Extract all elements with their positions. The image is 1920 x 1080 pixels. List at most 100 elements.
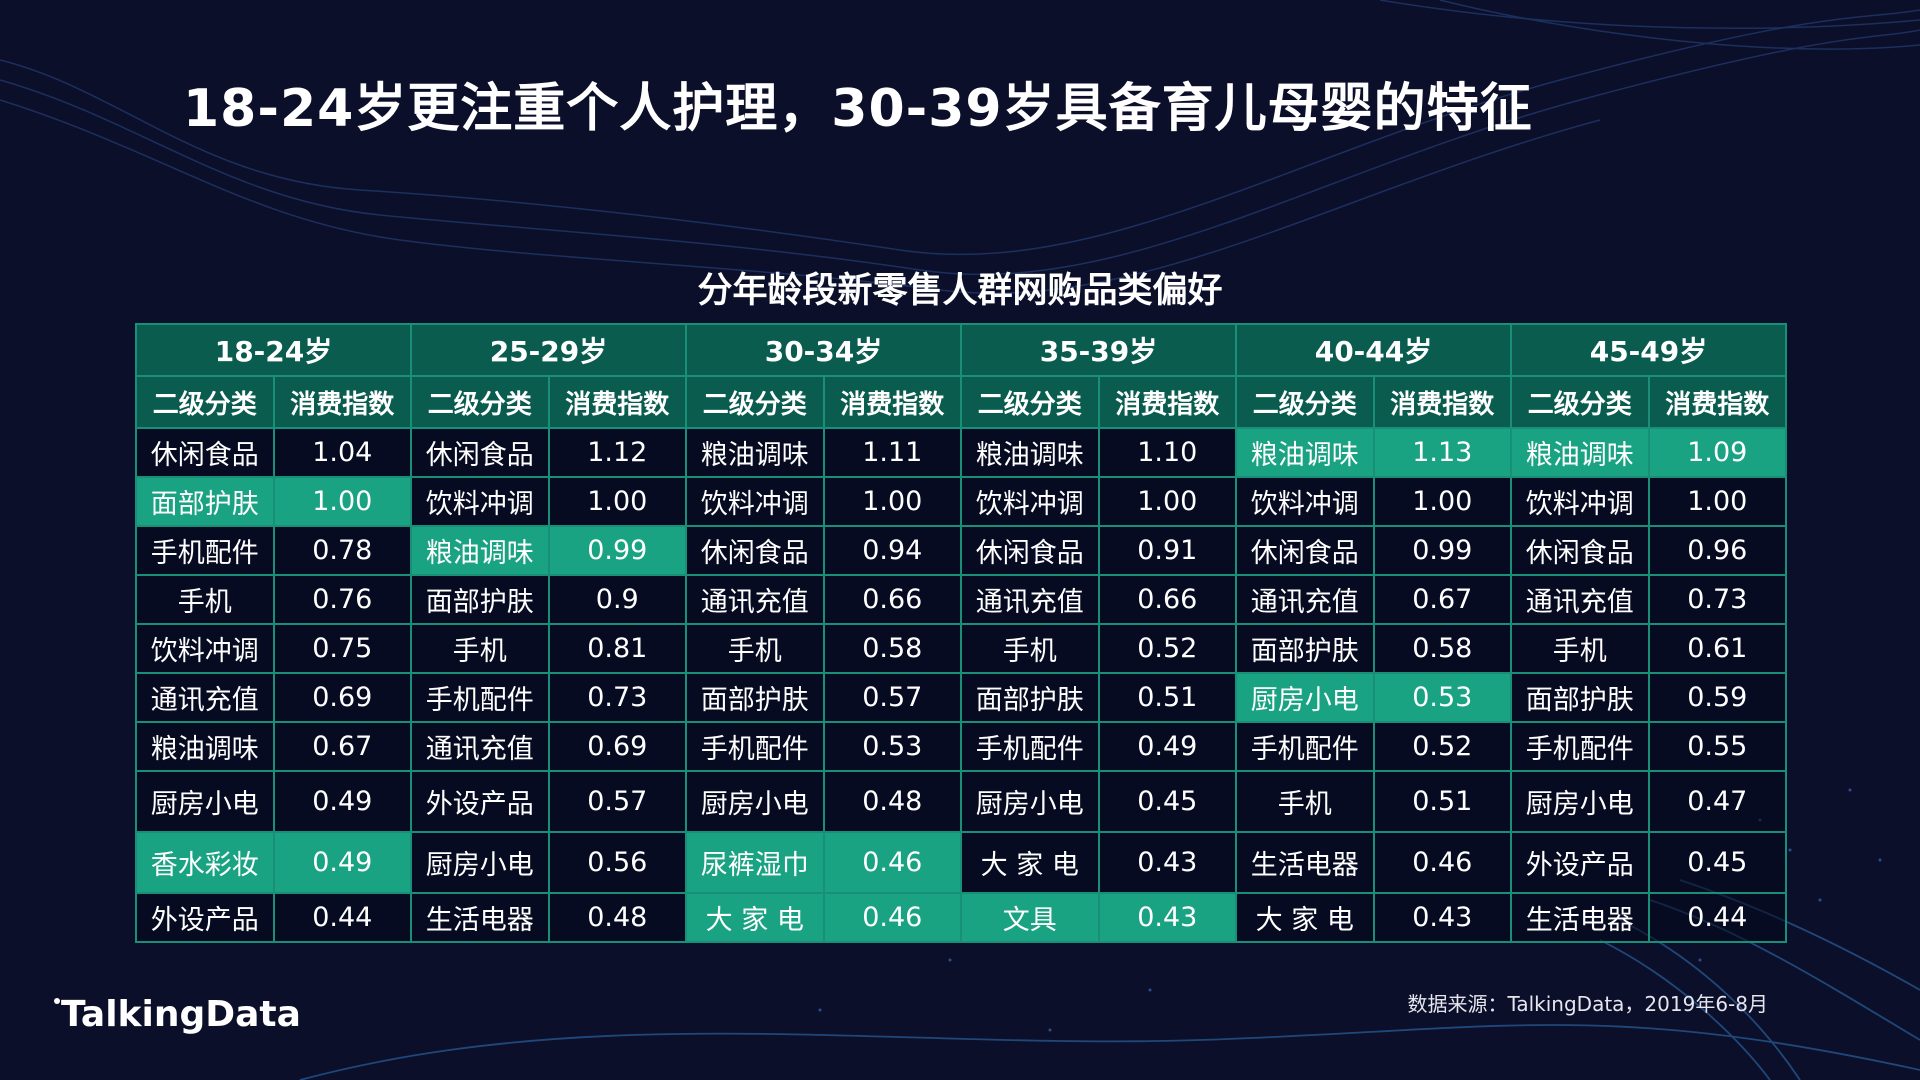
category-cell: 面部护肤 (1235, 623, 1375, 674)
index-value-cell: 0.51 (1097, 672, 1237, 723)
age-group-header: 25-29岁 (410, 323, 687, 377)
sub-header-index: 消费指数 (547, 375, 687, 429)
category-cell: 饮料冲调 (135, 623, 275, 674)
index-value-cell: 0.53 (822, 721, 962, 772)
index-value-cell: 1.12 (547, 427, 687, 478)
index-value-cell: 0.43 (1372, 892, 1512, 943)
index-value-cell: 0.81 (547, 623, 687, 674)
category-cell: 手机配件 (685, 721, 825, 772)
index-value-cell: 0.9 (547, 574, 687, 625)
index-value-cell: 1.00 (1372, 476, 1512, 527)
index-value-cell: 0.45 (1647, 831, 1787, 894)
index-value-cell: 0.53 (1372, 672, 1512, 723)
table-row: 粮油调味 0.67 通讯充值 0.69 手机配件 0.53 手机配件 0.49 手机配件 0.52… (135, 721, 1787, 772)
table-row: 面部护肤 1.00 饮料冲调 1.00 饮料冲调 1.00 饮料冲调 1.00 饮料冲调 1.00… (135, 476, 1787, 527)
category-cell: 休闲食品 (410, 427, 550, 478)
index-value-cell: 0.52 (1372, 721, 1512, 772)
category-cell: 粮油调味 (685, 427, 825, 478)
category-cell: 饮料冲调 (960, 476, 1100, 527)
category-cell: 手机 (1235, 770, 1375, 833)
index-value-cell: 0.99 (547, 525, 687, 576)
category-cell: 手机 (135, 574, 275, 625)
index-value-cell: 0.44 (272, 892, 412, 943)
age-group-header: 30-34岁 (685, 323, 962, 377)
index-value-cell: 0.67 (272, 721, 412, 772)
category-cell: 面部护肤 (410, 574, 550, 625)
category-cell: 饮料冲调 (685, 476, 825, 527)
index-value-cell: 1.09 (1647, 427, 1787, 478)
category-cell: 通讯充值 (410, 721, 550, 772)
index-value-cell: 0.46 (1372, 831, 1512, 894)
sub-header-category: 二级分类 (685, 375, 825, 429)
category-cell: 生活电器 (410, 892, 550, 943)
table-row: 休闲食品 1.04 休闲食品 1.12 粮油调味 1.11 粮油调味 1.10 粮油调味 1.13… (135, 427, 1787, 478)
index-value-cell: 0.66 (822, 574, 962, 625)
category-cell: 香水彩妆 (135, 831, 275, 894)
category-cell: 厨房小电 (685, 770, 825, 833)
category-cell: 粮油调味 (1235, 427, 1375, 478)
index-value-cell: 0.55 (1647, 721, 1787, 772)
sub-header-category: 二级分类 (1510, 375, 1650, 429)
category-cell: 手机配件 (1235, 721, 1375, 772)
sub-header-index: 消费指数 (822, 375, 962, 429)
table-title: 分年龄段新零售人群网购品类偏好 (697, 271, 1223, 311)
category-cell: 面部护肤 (1510, 672, 1650, 723)
category-cell: 通讯充值 (1235, 574, 1375, 625)
table-row: 外设产品 0.44 生活电器 0.48 大 家 电 0.46 文具 0.43 大 家 电 0.43… (135, 892, 1787, 943)
index-value-cell: 0.43 (1097, 831, 1237, 894)
age-group-header-row: 18-24岁 25-29岁 30-34岁 35-39岁 40-44岁 45-49岁 (135, 323, 1787, 377)
index-value-cell: 0.75 (272, 623, 412, 674)
category-cell: 手机配件 (960, 721, 1100, 772)
index-value-cell: 1.04 (272, 427, 412, 478)
category-cell: 饮料冲调 (1235, 476, 1375, 527)
category-cell: 面部护肤 (960, 672, 1100, 723)
data-source-note: 数据来源：TalkingData，2019年6-8月 (1407, 992, 1768, 1016)
index-value-cell: 0.91 (1097, 525, 1237, 576)
sub-header-row: 二级分类 消费指数 二级分类 消费指数 二级分类 消费指数 二级分类 消费指数 二级分类 消费指数… (135, 375, 1787, 429)
index-value-cell: 1.00 (1647, 476, 1787, 527)
index-value-cell: 0.57 (547, 770, 687, 833)
sub-header-index: 消费指数 (272, 375, 412, 429)
age-group-header: 40-44岁 (1235, 323, 1512, 377)
category-cell: 休闲食品 (960, 525, 1100, 576)
table-body: 休闲食品 1.04 休闲食品 1.12 粮油调味 1.11 粮油调味 1.10 粮油调味 1.13… (135, 427, 1787, 943)
category-cell: 厨房小电 (1235, 672, 1375, 723)
index-value-cell: 0.44 (1647, 892, 1787, 943)
age-group-header: 35-39岁 (960, 323, 1237, 377)
category-cell: 生活电器 (1510, 892, 1650, 943)
brand-logo: TalkingData (54, 994, 301, 1035)
index-value-cell: 0.66 (1097, 574, 1237, 625)
category-cell: 手机配件 (410, 672, 550, 723)
table-row: 手机 0.76 面部护肤 0.9 通讯充值 0.66 通讯充值 0.66 通讯充值 0.67 通讯充… (135, 574, 1787, 625)
category-cell: 外设产品 (135, 892, 275, 943)
sub-header-category: 二级分类 (410, 375, 550, 429)
age-group-header: 45-49岁 (1510, 323, 1787, 377)
index-value-cell: 0.73 (547, 672, 687, 723)
index-value-cell: 0.73 (1647, 574, 1787, 625)
category-cell: 休闲食品 (135, 427, 275, 478)
index-value-cell: 0.99 (1372, 525, 1512, 576)
index-value-cell: 0.45 (1097, 770, 1237, 833)
index-value-cell: 0.48 (547, 892, 687, 943)
index-value-cell: 1.10 (1097, 427, 1237, 478)
sub-header-category: 二级分类 (960, 375, 1100, 429)
index-value-cell: 0.47 (1647, 770, 1787, 833)
index-value-cell: 0.69 (547, 721, 687, 772)
index-value-cell: 0.58 (1372, 623, 1512, 674)
category-cell: 休闲食品 (1510, 525, 1650, 576)
index-value-cell: 0.52 (1097, 623, 1237, 674)
index-value-cell: 0.49 (1097, 721, 1237, 772)
category-cell: 通讯充值 (960, 574, 1100, 625)
category-cell: 饮料冲调 (410, 476, 550, 527)
category-cell: 尿裤湿巾 (685, 831, 825, 894)
index-value-cell: 1.13 (1372, 427, 1512, 478)
table-row: 香水彩妆 0.49 厨房小电 0.56 尿裤湿巾 0.46 大 家 电 0.43 生活电器 0.4… (135, 831, 1787, 894)
category-cell: 粮油调味 (1510, 427, 1650, 478)
category-cell: 饮料冲调 (1510, 476, 1650, 527)
page-title: 18-24岁更注重个人护理，30-39岁具备育儿母婴的特征 (183, 79, 1533, 139)
brand-logo-text: TalkingData (61, 994, 301, 1035)
category-cell: 大 家 电 (685, 892, 825, 943)
category-cell: 手机配件 (1510, 721, 1650, 772)
index-value-cell: 0.58 (822, 623, 962, 674)
index-value-cell: 0.61 (1647, 623, 1787, 674)
